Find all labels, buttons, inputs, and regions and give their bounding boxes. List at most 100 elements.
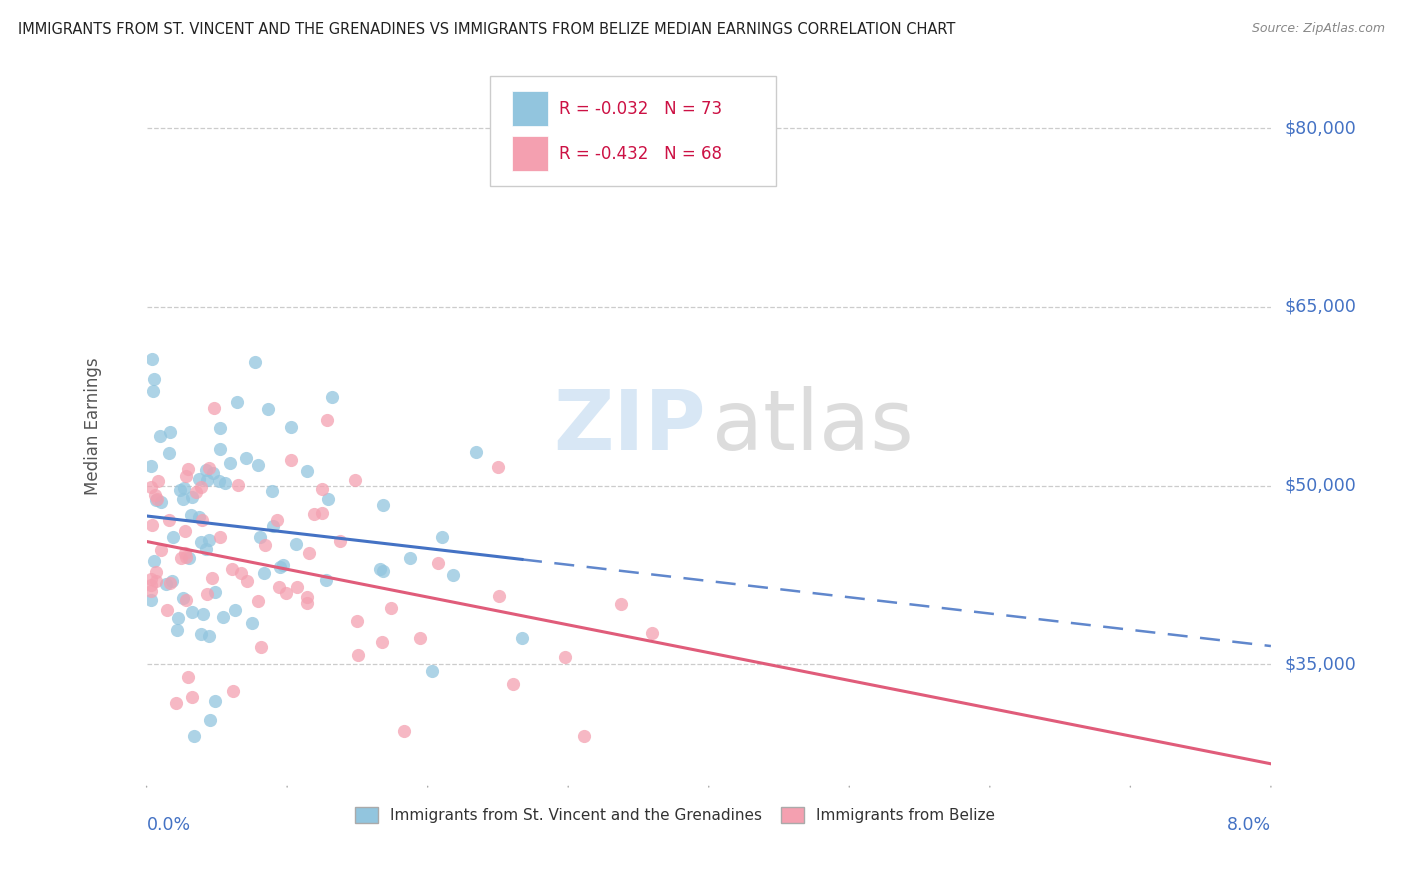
Point bbox=[554, 650, 576, 665]
Point bbox=[146, 491, 169, 506]
Point bbox=[194, 542, 217, 557]
Point bbox=[162, 530, 184, 544]
Point bbox=[143, 372, 166, 386]
Point bbox=[502, 677, 524, 691]
Text: R = -0.032   N = 73: R = -0.032 N = 73 bbox=[560, 100, 723, 118]
Point bbox=[157, 446, 180, 460]
Point bbox=[146, 474, 169, 488]
Point bbox=[295, 591, 318, 605]
Point bbox=[222, 684, 245, 698]
Point bbox=[169, 483, 191, 497]
Point bbox=[181, 490, 204, 504]
Point bbox=[271, 558, 294, 572]
FancyBboxPatch shape bbox=[489, 76, 776, 186]
Point bbox=[155, 577, 177, 591]
Point bbox=[260, 483, 283, 498]
Point bbox=[170, 551, 193, 566]
Point bbox=[143, 488, 166, 502]
Point bbox=[245, 355, 267, 369]
Point bbox=[195, 473, 218, 487]
Point bbox=[347, 648, 370, 662]
Point bbox=[190, 535, 212, 549]
Point bbox=[267, 580, 290, 594]
Text: $50,000: $50,000 bbox=[1285, 476, 1357, 494]
Text: $65,000: $65,000 bbox=[1285, 298, 1357, 316]
Point bbox=[280, 419, 302, 434]
Point bbox=[173, 524, 195, 538]
Point bbox=[228, 478, 250, 492]
Point bbox=[149, 495, 172, 509]
Point bbox=[181, 690, 204, 705]
Point bbox=[157, 513, 180, 527]
Point bbox=[177, 669, 200, 683]
Point bbox=[156, 603, 179, 617]
Point bbox=[298, 546, 321, 560]
Point bbox=[221, 562, 243, 576]
Point bbox=[211, 610, 233, 624]
Point bbox=[250, 640, 273, 654]
Point bbox=[190, 513, 212, 527]
Point bbox=[176, 469, 198, 483]
Point bbox=[371, 498, 394, 512]
Text: 8.0%: 8.0% bbox=[1227, 815, 1271, 834]
Point bbox=[253, 566, 276, 581]
Point bbox=[311, 482, 333, 496]
Point bbox=[295, 464, 318, 478]
Point bbox=[149, 429, 172, 443]
Point bbox=[284, 537, 307, 551]
Point bbox=[141, 352, 163, 367]
Point bbox=[190, 627, 212, 641]
Point bbox=[159, 575, 181, 590]
Point bbox=[208, 421, 231, 435]
Point bbox=[465, 444, 488, 458]
Point bbox=[392, 724, 415, 739]
Point bbox=[302, 507, 325, 521]
FancyBboxPatch shape bbox=[512, 91, 548, 126]
Point bbox=[208, 530, 231, 544]
Point bbox=[159, 425, 181, 440]
Point bbox=[167, 610, 190, 624]
Text: atlas: atlas bbox=[711, 385, 914, 467]
Point bbox=[143, 554, 166, 568]
Text: $35,000: $35,000 bbox=[1285, 656, 1357, 673]
Point bbox=[371, 635, 394, 649]
Point bbox=[285, 580, 308, 594]
Text: R = -0.432   N = 68: R = -0.432 N = 68 bbox=[560, 145, 723, 162]
Point bbox=[315, 413, 337, 427]
Legend: Immigrants from St. Vincent and the Grenadines, Immigrants from Belize: Immigrants from St. Vincent and the Gren… bbox=[349, 801, 1001, 830]
Point bbox=[139, 458, 162, 473]
Point bbox=[197, 629, 219, 643]
Point bbox=[235, 451, 257, 466]
Point bbox=[214, 475, 236, 490]
Point bbox=[225, 394, 247, 409]
Point bbox=[145, 565, 167, 579]
Point bbox=[145, 493, 167, 508]
Point bbox=[141, 518, 163, 533]
Point bbox=[139, 593, 162, 607]
Point bbox=[235, 574, 257, 589]
Point bbox=[240, 616, 263, 631]
Point bbox=[430, 530, 453, 544]
Point bbox=[231, 566, 253, 580]
Point bbox=[181, 605, 204, 619]
Point bbox=[141, 583, 163, 598]
Text: $80,000: $80,000 bbox=[1285, 120, 1357, 137]
Point bbox=[247, 458, 270, 473]
Point bbox=[266, 513, 288, 527]
Point bbox=[315, 573, 337, 587]
Point bbox=[219, 456, 242, 470]
Point bbox=[198, 461, 221, 475]
Point bbox=[426, 556, 449, 570]
Text: Source: ZipAtlas.com: Source: ZipAtlas.com bbox=[1251, 22, 1385, 36]
Point bbox=[208, 442, 231, 456]
Point bbox=[610, 597, 633, 611]
Point bbox=[190, 480, 212, 494]
Point bbox=[139, 480, 162, 494]
Point bbox=[247, 594, 270, 608]
Point bbox=[295, 595, 318, 609]
Text: Median Earnings: Median Earnings bbox=[83, 357, 101, 495]
Point bbox=[162, 574, 184, 588]
Point bbox=[183, 729, 205, 743]
Point bbox=[574, 729, 596, 743]
Point bbox=[224, 603, 246, 617]
